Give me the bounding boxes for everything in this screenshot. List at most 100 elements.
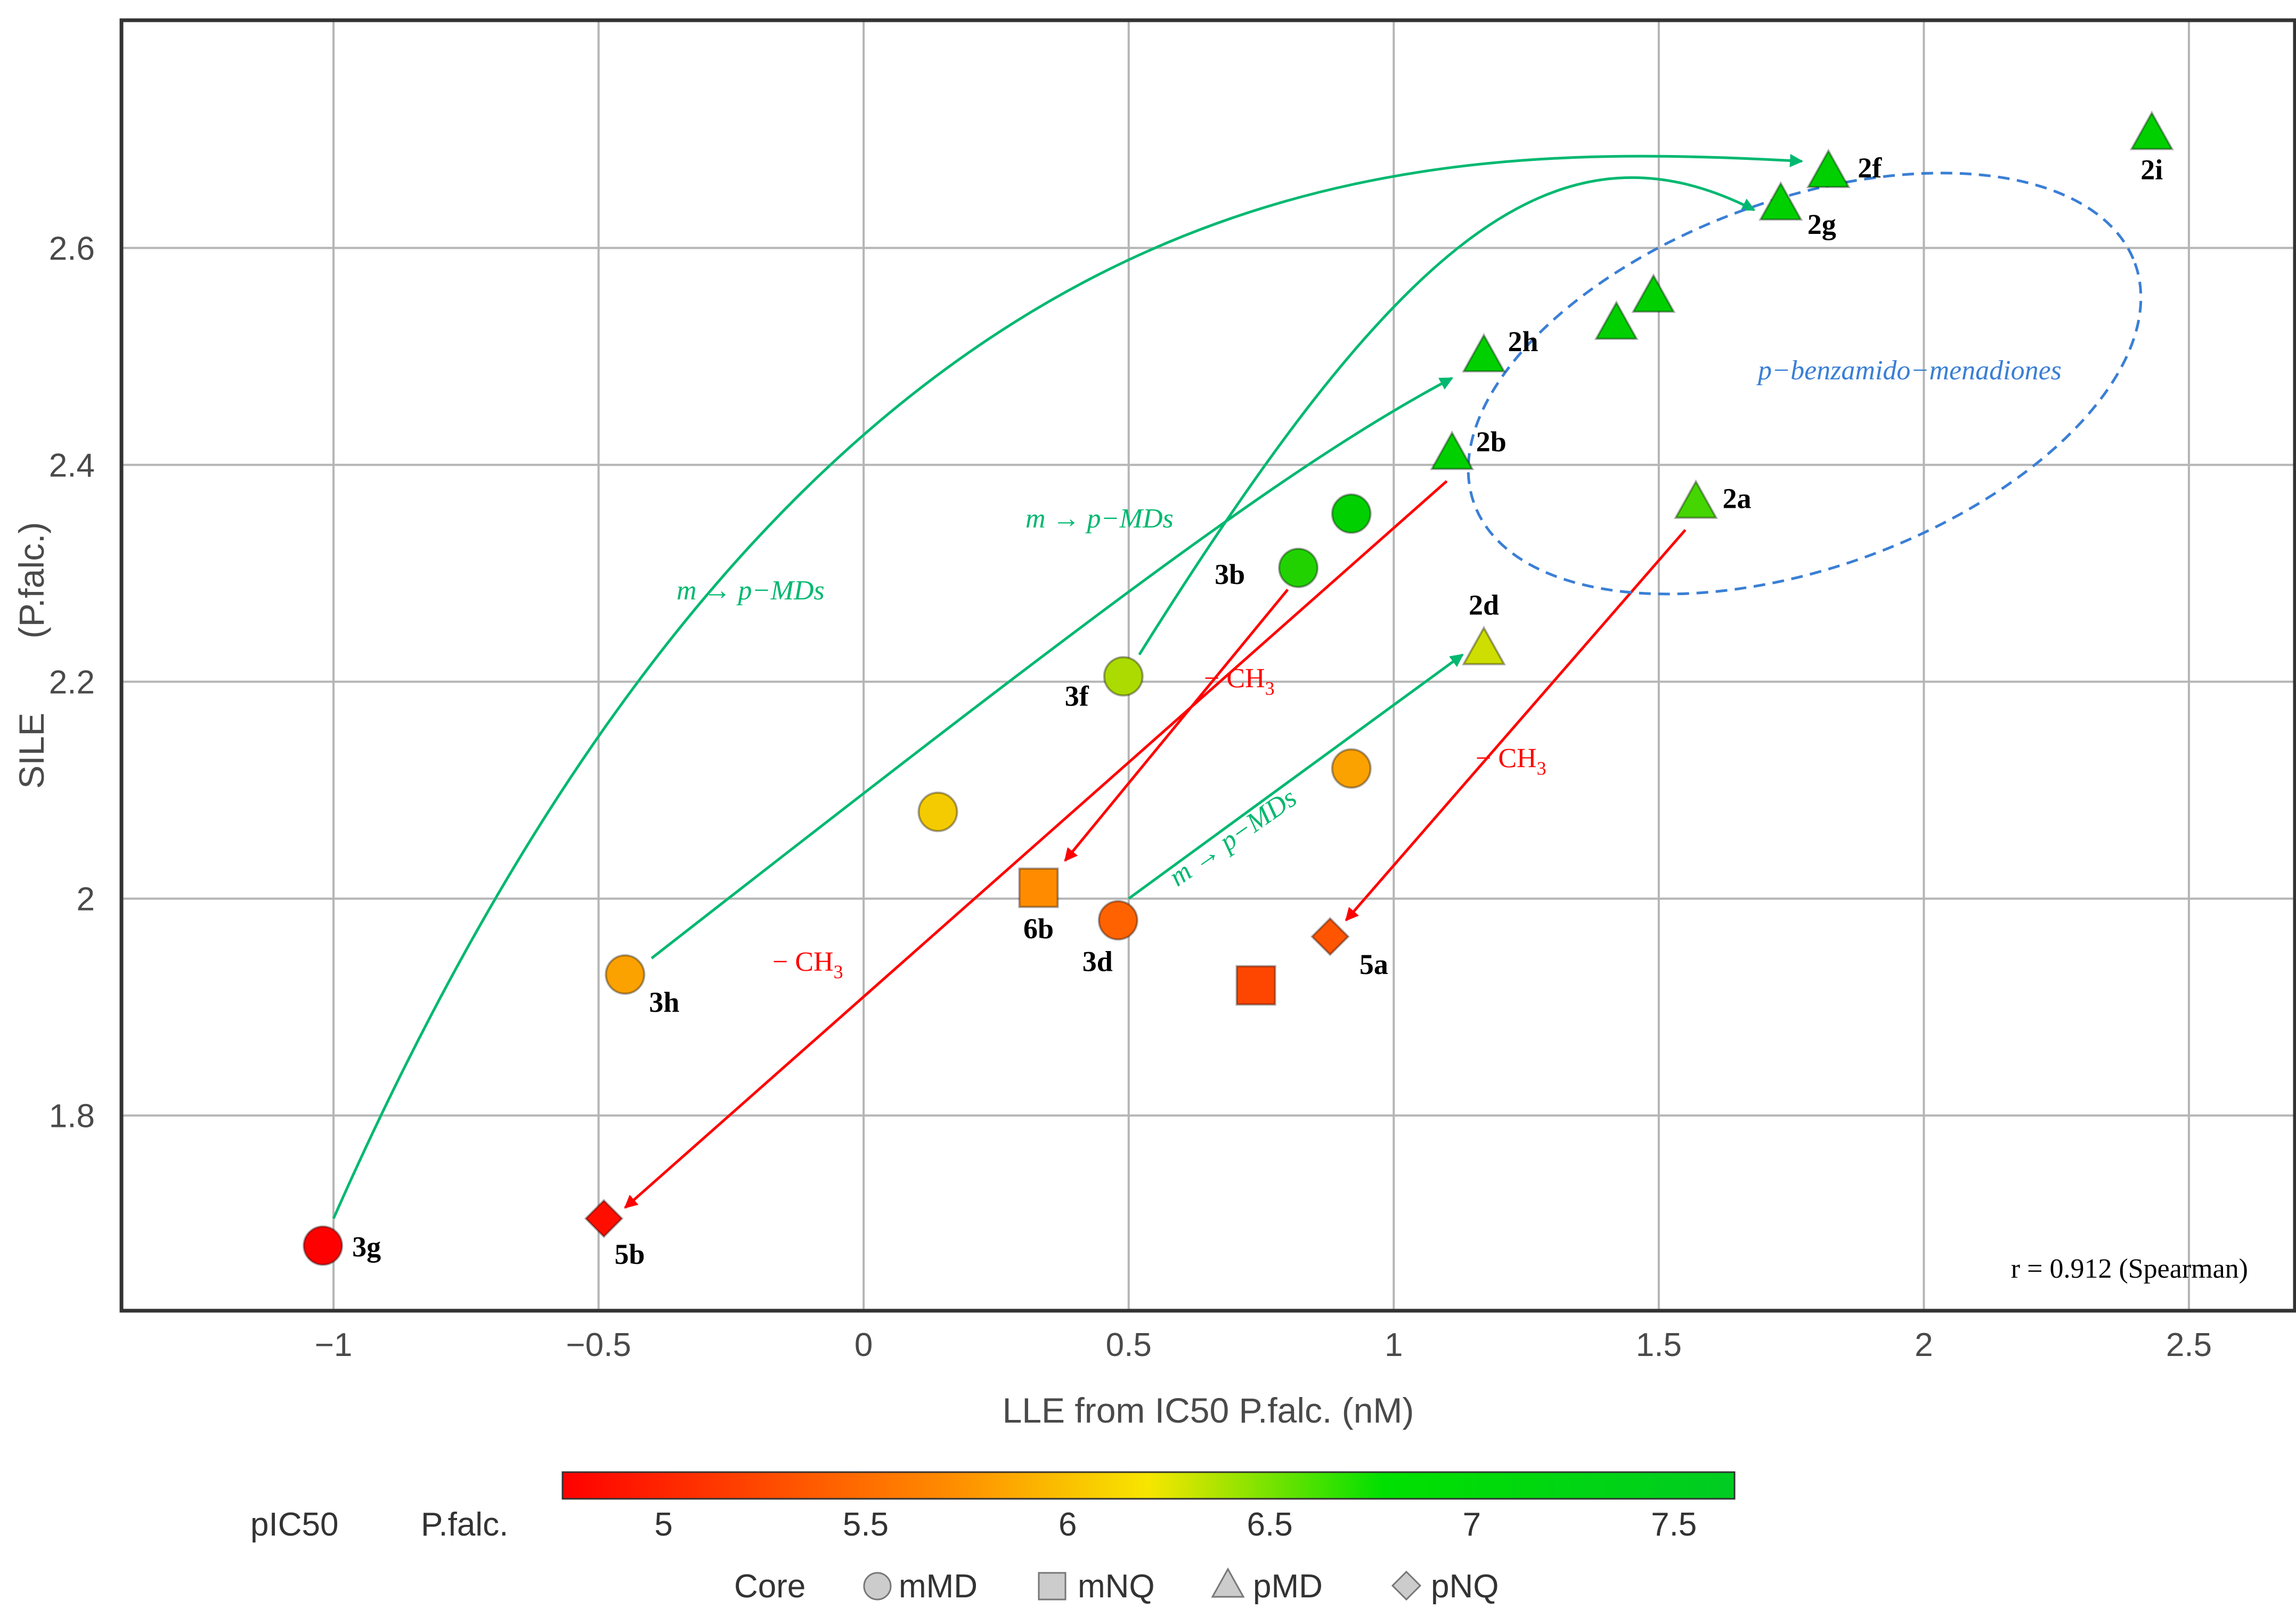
- legend-diamond-icon: [1391, 1570, 1422, 1601]
- point-label: 5a: [1359, 948, 1388, 980]
- data-point-triangle: [1462, 626, 1506, 665]
- data-point-circle: [303, 1225, 344, 1266]
- x-axis-ticks: −1 −0.5 0 0.5 1 1.5 2 2.5: [315, 1327, 2212, 1363]
- arrow-3g-to-2f: [332, 153, 1804, 1220]
- arrow-3h-to-2h: [650, 377, 1453, 960]
- arrow-3f-to-2g: [1138, 176, 1756, 655]
- point-label: 2h: [1508, 326, 1538, 358]
- annotation-ch3-2-sub: 3: [1537, 758, 1546, 779]
- plot-area: [121, 20, 2295, 1311]
- point-label: 5b: [615, 1238, 645, 1270]
- annotation-ch3-1-sub: 3: [1265, 678, 1275, 699]
- colorbar-gradient: [561, 1471, 1736, 1500]
- point-label: 2b: [1476, 426, 1507, 458]
- point-labels: 3g 5b 3h 6b 3d 3f 3b 5a 2b 2h 2d 2a 2g 2f 2i: [352, 152, 2163, 1270]
- y-axis-title: SILE: [12, 712, 51, 789]
- data-point-circle: [605, 954, 646, 995]
- data-point-circle: [1097, 900, 1138, 941]
- data-point-triangle: [1806, 148, 1851, 188]
- x-tick-label: 2: [1915, 1327, 1933, 1363]
- point-label: 3b: [1215, 558, 1245, 590]
- data-point-circle: [1103, 656, 1144, 697]
- data-point-circle: [1331, 493, 1372, 534]
- data-point-triangle: [1674, 479, 1718, 519]
- colorbar-tick-label: 7.5: [1651, 1506, 1697, 1543]
- data-point-triangle: [1462, 332, 1506, 372]
- y-tick-label: 2.4: [49, 447, 95, 484]
- colorbar-ticks: 5 5.5 6 6.5 7 7.5: [654, 1506, 1697, 1543]
- data-point-triangle: [1631, 273, 1676, 313]
- data-point-triangle: [1594, 300, 1639, 340]
- annotation-ch3-2-text: − CH: [1476, 743, 1537, 774]
- y-axis-title-group: SILE (P.falc.): [12, 522, 51, 789]
- data-points: [303, 110, 2174, 1266]
- data-point-triangle: [2129, 110, 2174, 150]
- dashed-ellipse: [1467, 172, 2143, 596]
- legend-square-icon: [1038, 1572, 1066, 1601]
- data-point-diamond: [584, 1199, 624, 1238]
- point-label: 6b: [1023, 913, 1054, 945]
- annotation-ch3-1-text: − CH: [1204, 663, 1265, 694]
- annotation-m-to-p-2: m → p−MDs: [1025, 504, 1174, 534]
- x-tick-label: −1: [315, 1327, 353, 1363]
- colorbar-title: pIC50: [250, 1506, 338, 1543]
- grid: [121, 20, 2295, 1311]
- colorbar-tick-label: 6: [1059, 1506, 1077, 1543]
- point-label: 2f: [1858, 152, 1882, 184]
- data-point-circle: [1278, 547, 1319, 588]
- data-point-square: [1235, 965, 1276, 1006]
- shape-legend: Core mMD mNQ pMD pNQ: [734, 1567, 1499, 1605]
- ellipse-group: [1467, 172, 2143, 596]
- y-tick-label: 2: [77, 881, 95, 918]
- legend-triangle-icon: [1211, 1567, 1245, 1598]
- arrow-2b-to-5b: [624, 480, 1448, 1209]
- data-point-circle: [917, 791, 958, 832]
- x-tick-label: 0.5: [1106, 1327, 1152, 1363]
- x-axis-title: LLE from IC50 P.falc. (nM): [1003, 1391, 1414, 1430]
- data-point-circle: [1331, 748, 1372, 789]
- annotation-ch3-3-text: − CH: [772, 947, 834, 977]
- point-label: 2g: [1808, 208, 1836, 240]
- legend-item-pmd: pMD: [1253, 1568, 1323, 1605]
- colorbar-tick-label: 5.5: [843, 1506, 889, 1543]
- colorbar-tick-label: 7: [1463, 1506, 1481, 1543]
- data-point-square: [1018, 867, 1059, 908]
- data-point-diamond: [1310, 916, 1350, 956]
- plot-frame: [119, 18, 2296, 1313]
- point-label: 3f: [1065, 680, 1089, 712]
- annotation-ch3-3: − CH3: [772, 947, 843, 982]
- colorbar-tick-label: 6.5: [1247, 1506, 1292, 1543]
- legend-title: Core: [734, 1568, 805, 1605]
- annotation-ch3-3-sub: 3: [834, 961, 843, 982]
- legend-item-pnq: pNQ: [1431, 1568, 1499, 1605]
- annotation-ch3-1: − CH3: [1204, 663, 1275, 699]
- data-point-triangle: [1430, 431, 1475, 470]
- arrow-3d-to-2d: [1128, 653, 1464, 900]
- point-label: 2i: [2140, 154, 2163, 186]
- point-label: 2d: [1469, 589, 1499, 621]
- legend-circle-icon: [863, 1572, 892, 1601]
- y-axis-unit: (P.falc.): [12, 522, 51, 639]
- x-tick-label: 0: [854, 1327, 873, 1363]
- x-tick-label: 1: [1385, 1327, 1403, 1363]
- y-tick-label: 1.8: [49, 1098, 95, 1135]
- annotation-m-to-p-1: m → p−MDs: [677, 575, 825, 606]
- colorbar-subtitle: P.falc.: [421, 1506, 508, 1543]
- legend-item-mmd: mMD: [899, 1568, 978, 1605]
- y-axis-ticks: 1.8 2 2.2 2.4 2.6: [49, 230, 95, 1134]
- data-point-triangle: [1758, 181, 1803, 221]
- ellipse-label: p−benzamido−menadiones: [1756, 355, 2062, 386]
- point-label: 2a: [1723, 483, 1752, 515]
- point-label: 3d: [1082, 945, 1113, 977]
- x-tick-label: 2.5: [2166, 1327, 2212, 1363]
- x-tick-label: 1.5: [1636, 1327, 1682, 1363]
- colorbar-tick-label: 5: [654, 1506, 672, 1543]
- arrow-2a-to-5a: [1345, 529, 1687, 922]
- legend-item-mnq: mNQ: [1078, 1568, 1155, 1605]
- x-tick-label: −0.5: [566, 1327, 631, 1363]
- colorbar: pIC50 P.falc. 5 5.5 6 6.5 7 7.5: [250, 1471, 1736, 1543]
- arrows: [332, 153, 1804, 1220]
- point-label: 3h: [649, 986, 679, 1018]
- arrow-3b-to-6b: [1064, 588, 1289, 862]
